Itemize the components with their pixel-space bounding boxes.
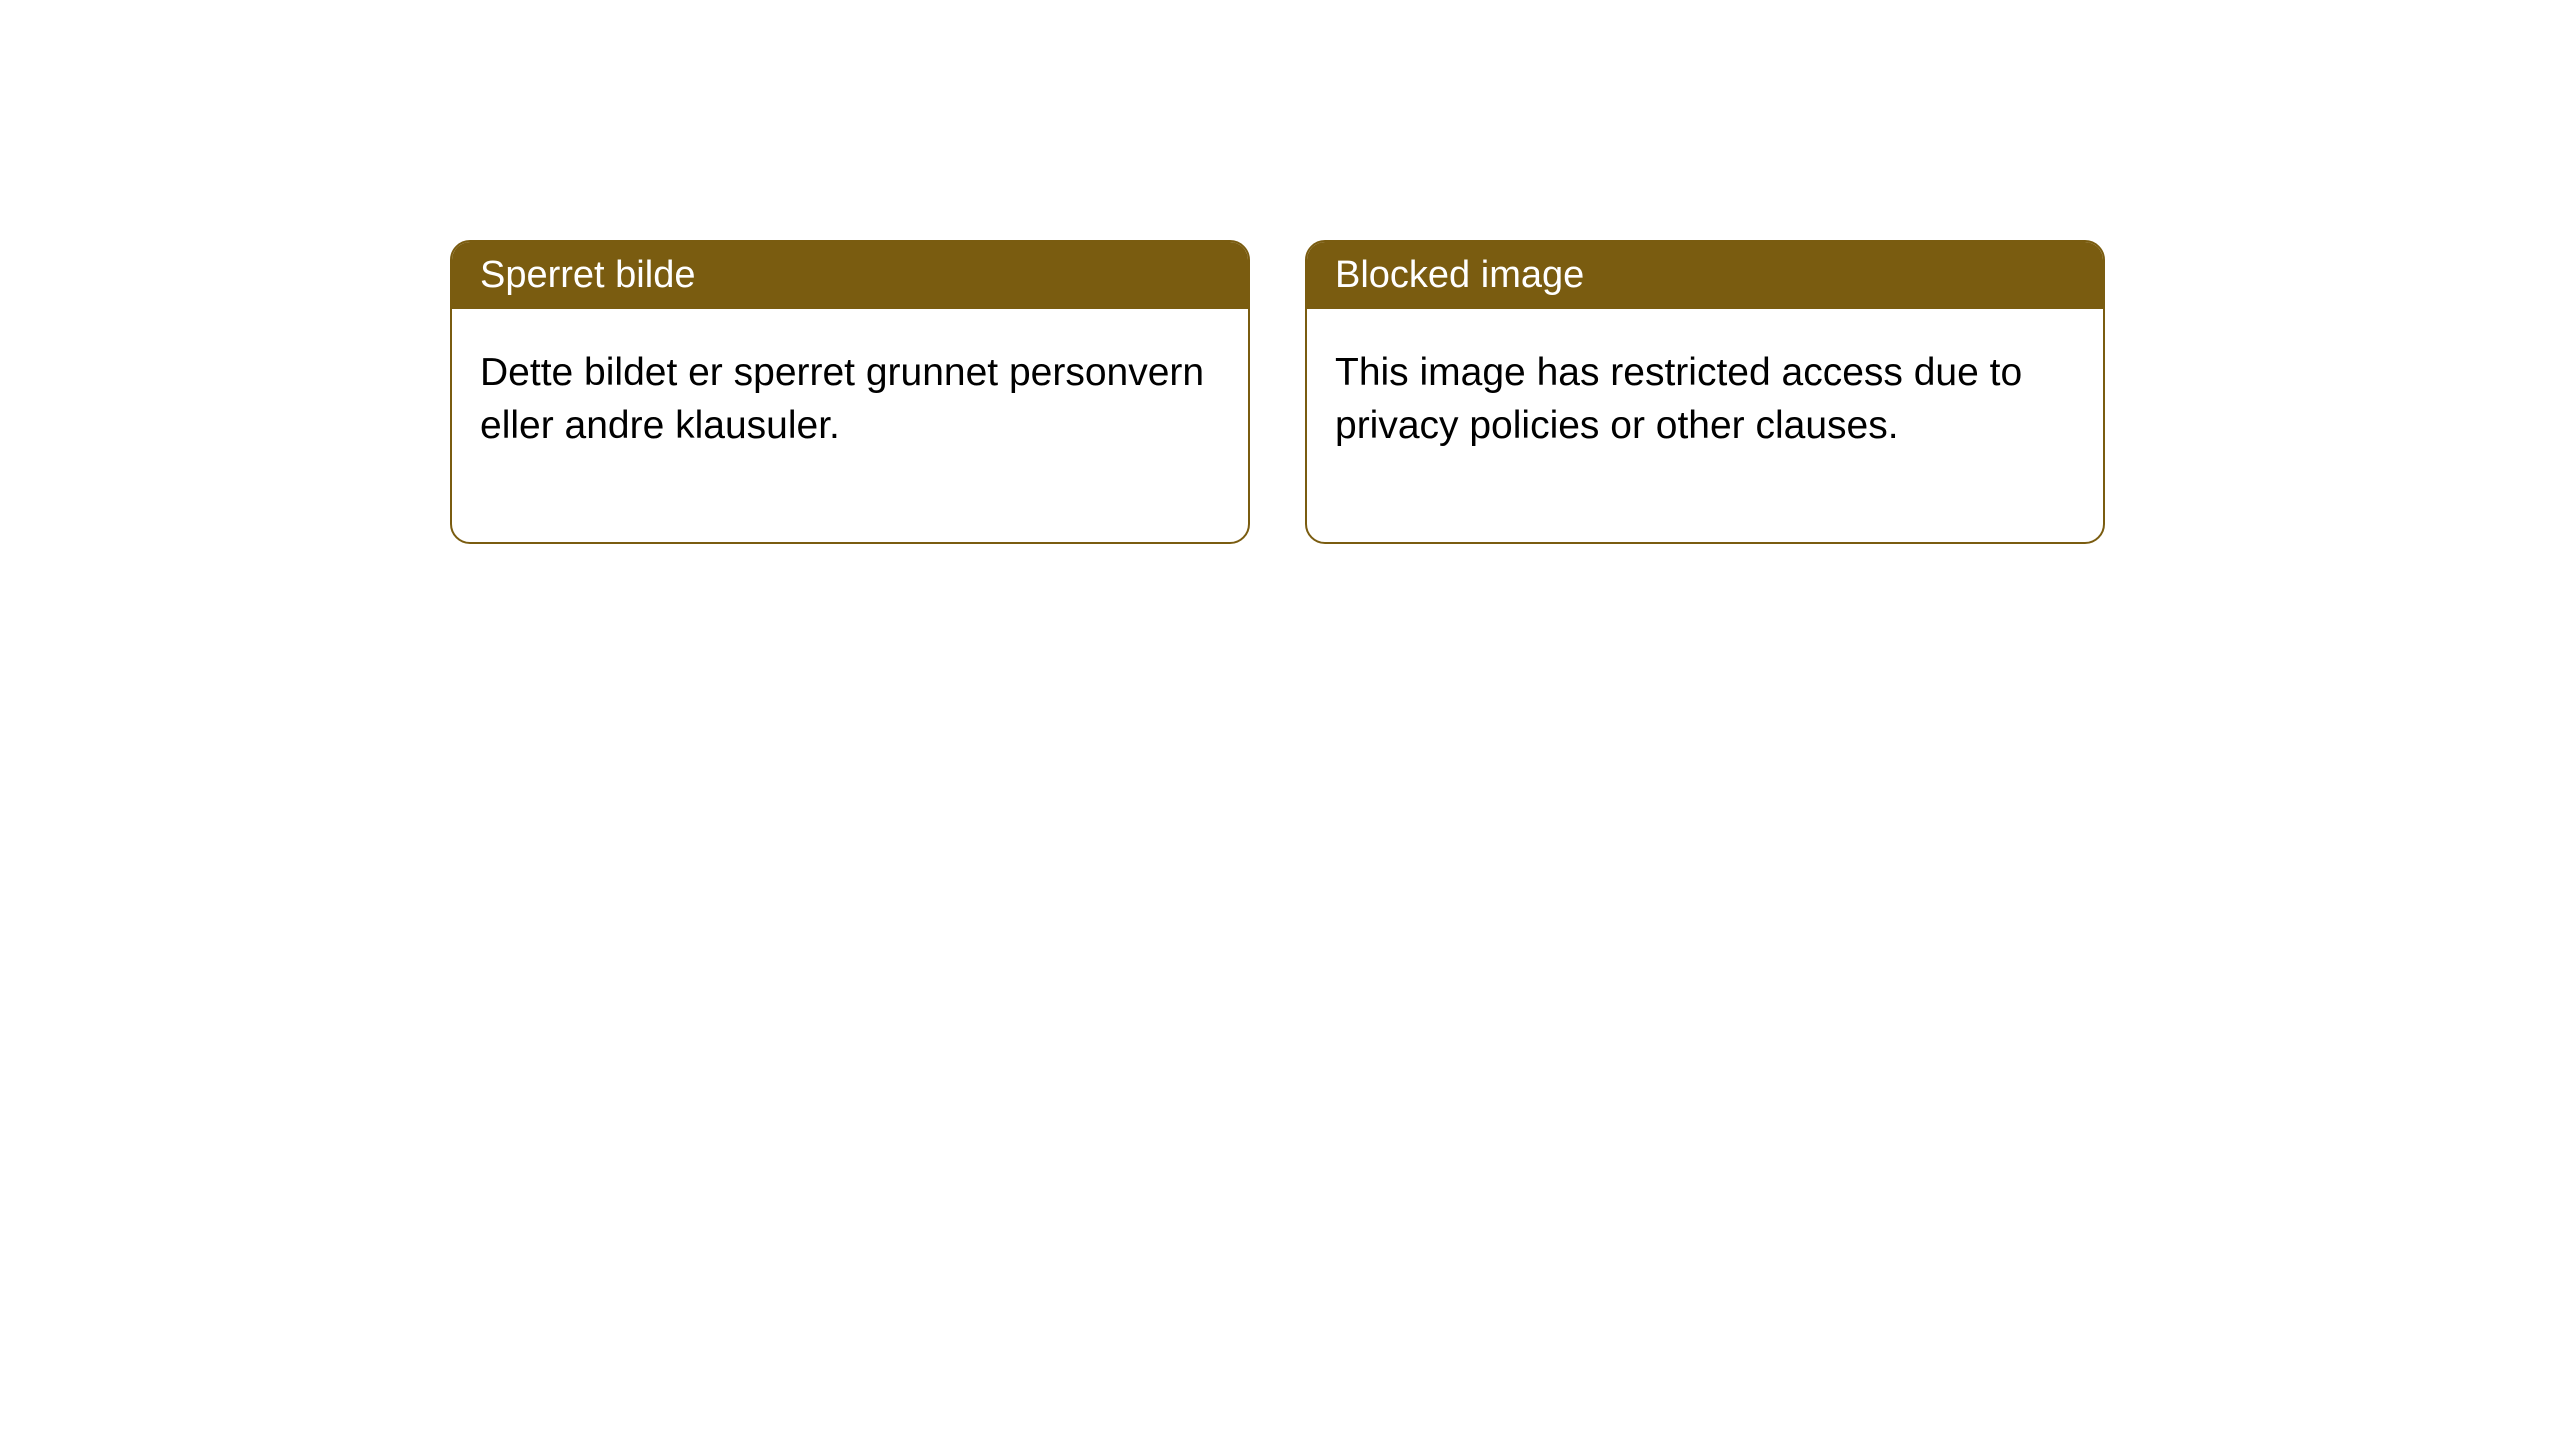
notice-header: Sperret bilde — [452, 242, 1248, 309]
notice-body: Dette bildet er sperret grunnet personve… — [452, 309, 1248, 542]
notice-container: Sperret bilde Dette bildet er sperret gr… — [0, 0, 2560, 544]
notice-card-english: Blocked image This image has restricted … — [1305, 240, 2105, 544]
notice-title: Blocked image — [1335, 254, 1584, 296]
notice-body: This image has restricted access due to … — [1307, 309, 2103, 542]
notice-message: Dette bildet er sperret grunnet personve… — [480, 351, 1204, 447]
notice-header: Blocked image — [1307, 242, 2103, 309]
notice-title: Sperret bilde — [480, 254, 695, 296]
notice-message: This image has restricted access due to … — [1335, 351, 2022, 447]
notice-card-norwegian: Sperret bilde Dette bildet er sperret gr… — [450, 240, 1250, 544]
